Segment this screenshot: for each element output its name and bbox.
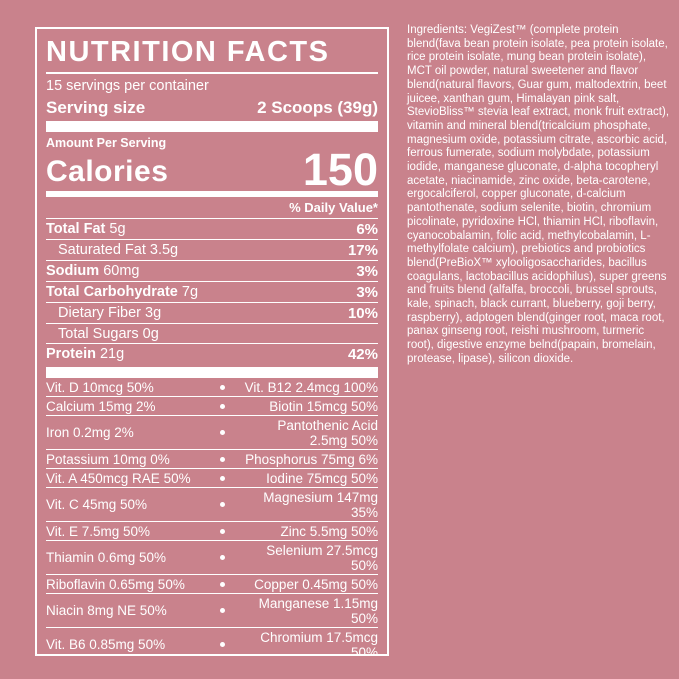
- nutrient-name: Total Fat: [46, 221, 106, 237]
- micronutrient-right: Copper 0.45mg 50%: [254, 576, 378, 592]
- nutrient-dv: 17%: [347, 241, 378, 259]
- micronutrient-row: Vit. C 45mg 50% Magnesium 147mg 35%: [46, 488, 378, 522]
- daily-value-header: % Daily Value*: [46, 200, 378, 219]
- micronutrient-row: Riboflavin 0.65mg 50% Copper 0.45mg 50%: [46, 575, 378, 594]
- micronutrient-row: Vit. E 7.5mg 50% Zinc 5.5mg 50%: [46, 522, 378, 541]
- nutrient-name: Dietary Fiber: [58, 305, 141, 321]
- bullet-icon: [204, 555, 240, 560]
- nutrient-row-total-fat: Total Fat 5g 6%: [46, 219, 378, 240]
- micronutrient-left: Vit. A 450mcg RAE 50%: [46, 470, 191, 486]
- nutrient-amount: 21g: [99, 346, 125, 362]
- micronutrient-right: Selenium 27.5mcg 50%: [266, 542, 378, 573]
- micronutrient-row: Vit. A 450mcg RAE 50% Iodine 75mcg 50%: [46, 469, 378, 488]
- bullet-icon: [204, 430, 240, 435]
- micronutrient-right: Pantothenic Acid 2.5mg 50%: [277, 417, 378, 448]
- medium-divider: [46, 191, 378, 197]
- micronutrient-left: Thiamin 0.6mg 50%: [46, 550, 167, 565]
- micronutrient-left: Vit. C 45mg 50%: [46, 497, 148, 512]
- serving-size-row: Serving size 2 Scoops (39g): [46, 97, 378, 118]
- serving-size-label: Serving size: [46, 98, 146, 117]
- nutrient-name: Protein: [46, 346, 96, 362]
- micronutrient-row: Thiamin 0.6mg 50% Selenium 27.5mcg 50%: [46, 541, 378, 575]
- nutrient-amount: 3g: [145, 305, 162, 321]
- micronutrient-right: Zinc 5.5mg 50%: [280, 523, 378, 539]
- nutrient-row-total-carbohydrate: Total Carbohydrate 7g 3%: [46, 282, 378, 303]
- micronutrient-row: Potassium 10mg 0% Phosphorus 75mg 6%: [46, 450, 378, 469]
- thick-divider: [46, 121, 378, 132]
- nutrient-amount: 0g: [142, 325, 159, 342]
- bullet-icon: [204, 529, 240, 534]
- calories-row: Calories 150: [46, 144, 378, 195]
- nutrient-dv: 3%: [356, 262, 378, 280]
- nutrient-name: Total Sugars: [58, 325, 139, 342]
- micronutrient-right: Magnesium 147mg 35%: [263, 489, 378, 520]
- ingredients-text: Ingredients: VegiZest™ (complete protein…: [407, 24, 670, 365]
- bullet-icon: [204, 457, 240, 462]
- micronutrient-row: Vit. B6 0.85mg 50% Chromium 17.5mcg 50%: [46, 628, 378, 656]
- nutrition-facts-label: NUTRITION FACTS 15 servings per containe…: [35, 27, 389, 656]
- nutrient-row-sodium: Sodium 60mg 3%: [46, 261, 378, 282]
- micronutrient-right: Vit. B12 2.4mcg 100%: [244, 379, 378, 395]
- nutrient-dv: 42%: [347, 345, 378, 363]
- bullet-icon: [204, 502, 240, 507]
- nutrient-table: Total Fat 5g 6% Saturated Fat 3.5g 17% S…: [46, 219, 378, 364]
- amount-per-serving-label: Amount Per Serving: [46, 136, 167, 150]
- nutrient-amount: 5g: [109, 221, 126, 237]
- nutrient-name: Total Carbohydrate: [46, 284, 178, 300]
- nutrient-row-protein: Protein 21g 42%: [46, 344, 378, 364]
- nutrient-dv: 3%: [356, 283, 378, 301]
- nutrient-amount: 3.5g: [149, 242, 179, 258]
- bullet-icon: [204, 642, 240, 647]
- micronutrient-row: Niacin 8mg NE 50% Manganese 1.15mg 50%: [46, 594, 378, 628]
- micronutrient-row: Iron 0.2mg 2% Pantothenic Acid 2.5mg 50%: [46, 416, 378, 450]
- micronutrient-left: Iron 0.2mg 2%: [46, 425, 134, 440]
- micronutrient-right: Manganese 1.15mg 50%: [258, 595, 378, 626]
- micronutrient-left: Potassium 10mg 0%: [46, 451, 170, 467]
- micronutrient-table: Vit. D 10mcg 50% Vit. B12 2.4mcg 100% Ca…: [46, 378, 378, 656]
- micronutrient-row: Vit. D 10mcg 50% Vit. B12 2.4mcg 100%: [46, 378, 378, 397]
- serving-size-value: 2 Scoops (39g): [257, 98, 378, 117]
- bullet-icon: [204, 582, 240, 587]
- nutrient-name: Saturated Fat: [58, 242, 146, 258]
- micronutrient-right: Chromium 17.5mcg 50%: [260, 629, 378, 656]
- nutrient-name: Sodium: [46, 263, 100, 279]
- title-divider: [46, 72, 378, 74]
- nutrient-dv: 6%: [356, 220, 378, 238]
- micronutrient-left: Niacin 8mg NE 50%: [46, 603, 167, 618]
- calories-label: Calories: [46, 155, 169, 188]
- micronutrient-right: Iodine 75mcg 50%: [266, 470, 378, 486]
- servings-per-container: 15 servings per container: [46, 78, 209, 94]
- nutrient-row-saturated-fat: Saturated Fat 3.5g 17%: [46, 240, 378, 261]
- bullet-icon: [204, 608, 240, 613]
- bullet-icon: [204, 385, 240, 390]
- label-title: NUTRITION FACTS: [46, 36, 330, 68]
- micronutrient-right: Phosphorus 75mg 6%: [245, 451, 378, 467]
- micronutrient-left: Vit. D 10mcg 50%: [46, 379, 154, 395]
- bullet-icon: [204, 476, 240, 481]
- thick-divider: [46, 367, 378, 378]
- micronutrient-left: Vit. B6 0.85mg 50%: [46, 637, 166, 652]
- bullet-icon: [204, 404, 240, 409]
- nutrient-amount: 60mg: [103, 263, 140, 279]
- nutrient-row-total-sugars: Total Sugars 0g: [46, 324, 378, 344]
- calories-value: 150: [302, 144, 378, 195]
- micronutrient-row: Calcium 15mg 2% Biotin 15mcg 50%: [46, 397, 378, 416]
- nutrient-row-dietary-fiber: Dietary Fiber 3g 10%: [46, 303, 378, 324]
- micronutrient-right: Biotin 15mcg 50%: [269, 398, 378, 414]
- nutrient-amount: 7g: [181, 284, 199, 300]
- nutrient-dv: 10%: [347, 304, 378, 322]
- micronutrient-left: Riboflavin 0.65mg 50%: [46, 576, 185, 592]
- micronutrient-left: Vit. E 7.5mg 50%: [46, 523, 151, 539]
- micronutrient-left: Calcium 15mg 2%: [46, 398, 156, 414]
